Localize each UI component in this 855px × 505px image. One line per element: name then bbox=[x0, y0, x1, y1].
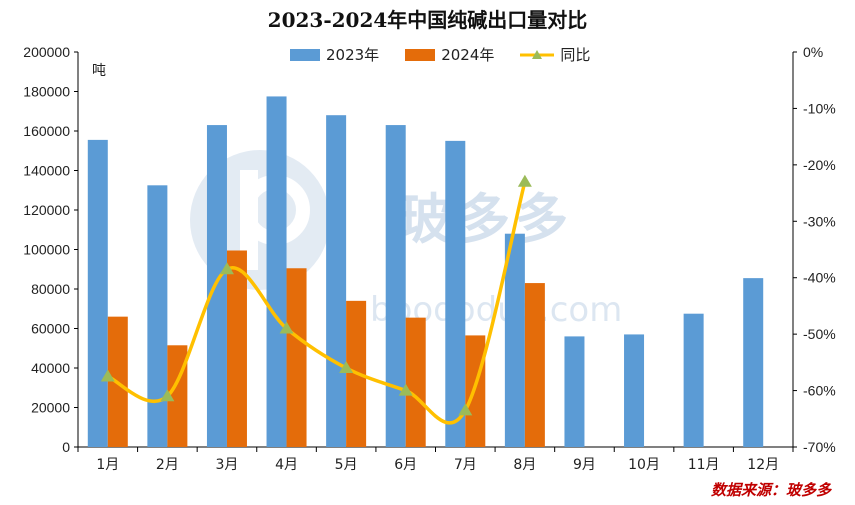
x-tick-label: 6月 bbox=[394, 457, 417, 473]
yoy-marker bbox=[339, 361, 354, 373]
bar-2024 bbox=[524, 283, 545, 447]
legend-swatch-2024 bbox=[405, 48, 436, 61]
bar-2023 bbox=[564, 336, 585, 447]
x-tick-label: 8月 bbox=[513, 457, 536, 473]
legend-swatch-2023 bbox=[290, 48, 320, 61]
y-left-tick-label: 120000 bbox=[23, 202, 70, 218]
bar-2023 bbox=[445, 140, 466, 447]
x-tick-label: 10月 bbox=[628, 457, 660, 473]
legend-label-yoy: 同比 bbox=[560, 46, 591, 64]
y-right-tick-label: -70% bbox=[803, 439, 836, 455]
legend-label-2024: 2024年 bbox=[441, 46, 495, 64]
bar-2023 bbox=[624, 334, 645, 447]
x-tick-label: 1月 bbox=[96, 457, 119, 473]
bar-2024 bbox=[286, 268, 307, 447]
watermark-text: 玻多多 bbox=[398, 188, 572, 251]
y-left-tick-label: 160000 bbox=[23, 123, 70, 139]
yoy-line bbox=[107, 181, 527, 425]
x-tick-label: 5月 bbox=[335, 457, 358, 473]
y-left-tick-label: 180000 bbox=[23, 84, 70, 100]
y-right-tick-label: -10% bbox=[803, 100, 836, 116]
y-left-tick-label: 200000 bbox=[23, 44, 70, 60]
bar-2023 bbox=[87, 139, 108, 447]
legend-line-icon-yoy bbox=[520, 49, 555, 59]
x-tick-label: 2月 bbox=[156, 457, 179, 473]
yoy-marker bbox=[458, 403, 473, 416]
bar-2023 bbox=[743, 278, 764, 447]
bar-2024 bbox=[405, 317, 426, 447]
bar-2023 bbox=[147, 185, 168, 447]
bar-2023 bbox=[206, 125, 227, 447]
chart-title: 2023-2024年中国纯碱出口量对比 bbox=[267, 8, 588, 32]
x-tick-label: 3月 bbox=[215, 457, 238, 473]
legend-item-2024: 2024年 bbox=[405, 44, 494, 65]
yoy-marker bbox=[219, 262, 234, 275]
yoy-marker bbox=[100, 369, 115, 382]
y-left-tick-label: 60000 bbox=[31, 321, 70, 337]
legend-label-2023: 2023年 bbox=[326, 46, 380, 64]
y-left-tick-label: 140000 bbox=[23, 163, 70, 179]
yoy-marker bbox=[517, 174, 532, 187]
y-right-tick-label: -50% bbox=[803, 326, 836, 342]
x-tick-label: 9月 bbox=[573, 457, 596, 473]
y-right-tick-label: -30% bbox=[803, 213, 836, 229]
bar-2023 bbox=[385, 125, 406, 447]
chart-legend: 2023年 2024年 同比 bbox=[290, 44, 590, 65]
y-left-tick-label: 40000 bbox=[31, 360, 70, 376]
yoy-marker bbox=[398, 383, 413, 396]
bar-2024 bbox=[226, 250, 247, 447]
y-left-tick-label: 0 bbox=[62, 439, 70, 455]
bar-2023 bbox=[504, 233, 525, 447]
yoy-marker bbox=[279, 321, 294, 334]
source-note: 数据来源：玻多多 bbox=[710, 481, 831, 499]
y-left-tick-label: 20000 bbox=[31, 400, 70, 416]
yoy-marker bbox=[160, 389, 175, 402]
y-left-tick-label: 100000 bbox=[23, 242, 70, 258]
y-right-tick-label: -60% bbox=[803, 383, 836, 399]
y-right-tick-label: -20% bbox=[803, 157, 836, 173]
legend-item-2023: 2023年 bbox=[290, 44, 379, 65]
bar-2023 bbox=[326, 115, 347, 447]
bar-2023 bbox=[266, 96, 287, 447]
bar-2023 bbox=[683, 313, 704, 447]
x-tick-label: 12月 bbox=[747, 457, 779, 473]
y-right-tick-label: 0% bbox=[803, 44, 823, 60]
x-tick-label: 7月 bbox=[454, 457, 477, 473]
y-axis-unit-label: 吨 bbox=[92, 63, 106, 79]
x-tick-label: 11月 bbox=[688, 457, 720, 473]
y-left-tick-label: 80000 bbox=[31, 281, 70, 297]
x-tick-label: 4月 bbox=[275, 457, 298, 473]
legend-item-yoy: 同比 bbox=[520, 44, 590, 65]
y-right-tick-label: -40% bbox=[803, 270, 836, 286]
